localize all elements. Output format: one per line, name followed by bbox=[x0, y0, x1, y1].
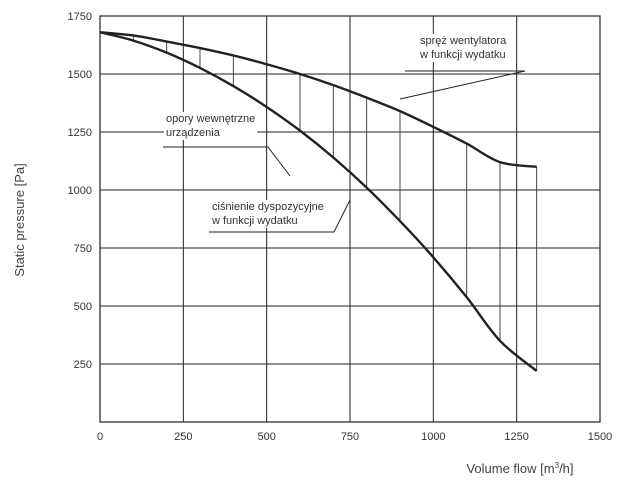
y-tick-label: 1000 bbox=[68, 185, 92, 197]
series-layer bbox=[99, 31, 538, 372]
y-tick-labels: 250 500 750 1000 1250 1500 1750 bbox=[68, 11, 92, 371]
annotation-text: ciśnienie dyspozycyjne w funkcji wydatku bbox=[211, 201, 324, 227]
x-tick-labels: 0 250 500 750 1000 1250 1500 bbox=[97, 431, 612, 443]
series-fan-pressure-line bbox=[99, 31, 537, 168]
annotation-leader bbox=[209, 199, 351, 233]
x-axis-title: Volume flow [m3/h] bbox=[466, 461, 573, 476]
annotation-bg bbox=[209, 200, 326, 228]
annotation-leader bbox=[163, 146, 291, 177]
x-axis-title-end: /h] bbox=[559, 461, 573, 476]
annotation-bg bbox=[164, 112, 258, 140]
annotation-fan: spręż wentylatora w funkcji wydatku bbox=[399, 34, 526, 100]
annotation-line: urządzenia bbox=[166, 127, 221, 139]
hatch-lines bbox=[132, 35, 538, 371]
x-tick-label: 750 bbox=[341, 431, 359, 443]
x-tick-label: 500 bbox=[257, 431, 275, 443]
x-tick-label: 1000 bbox=[421, 431, 445, 443]
annotation-line: opory wewnętrzne bbox=[166, 113, 255, 125]
annotation-text: spręż wentylatora w funkcji wydatku bbox=[419, 35, 507, 61]
x-axis-title-sup: 3 bbox=[555, 461, 560, 470]
y-tick-label: 1250 bbox=[68, 127, 92, 139]
y-tick-label: 750 bbox=[74, 243, 92, 255]
annotation-line: spręż wentylatora bbox=[420, 35, 507, 47]
y-tick-label: 500 bbox=[74, 301, 92, 313]
annotation-internal: opory wewnętrzne urządzenia bbox=[163, 112, 291, 177]
annotation-line: ciśnienie dyspozycyjne bbox=[212, 201, 324, 213]
annotation-line: w funkcji wydatku bbox=[211, 215, 298, 227]
annotation-leader bbox=[399, 70, 526, 100]
annotation-line: w funkcji wydatku bbox=[419, 49, 506, 61]
annotations: spręż wentylatora w funkcji wydatku opory … bbox=[163, 34, 526, 233]
series-available-pressure-line bbox=[99, 31, 538, 372]
plot-frame bbox=[99, 15, 601, 423]
x-axis-title-main: Volume flow [m bbox=[466, 461, 554, 476]
y-tick-label: 1750 bbox=[68, 11, 92, 23]
annotation-available: ciśnienie dyspozycyjne w funkcji wydatku bbox=[209, 199, 351, 233]
x-tick-label: 250 bbox=[174, 431, 192, 443]
y-tick-label: 1500 bbox=[68, 69, 92, 81]
y-tick-label: 250 bbox=[74, 359, 92, 371]
annotation-bg bbox=[417, 34, 510, 62]
x-tick-label: 0 bbox=[97, 431, 103, 443]
x-tick-label: 1250 bbox=[504, 431, 528, 443]
x-tick-label: 1500 bbox=[588, 431, 612, 443]
annotation-text: opory wewnętrzne urządzenia bbox=[166, 113, 255, 139]
y-axis-title: Static pressure [Pa] bbox=[12, 163, 27, 276]
